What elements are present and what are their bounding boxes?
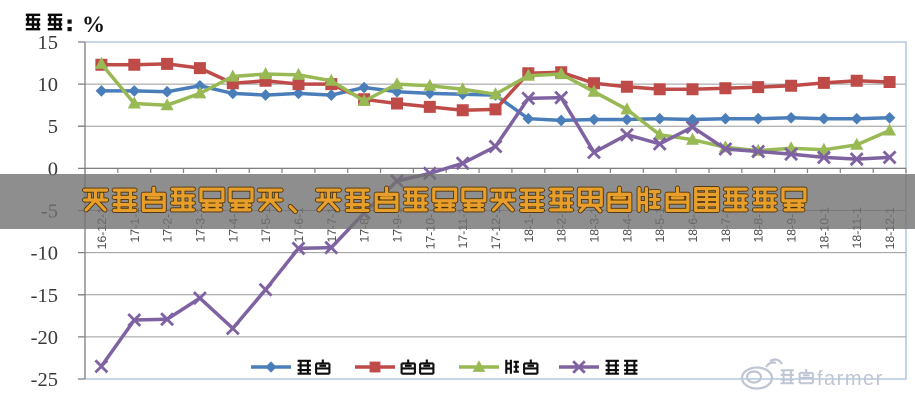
svg-text:-10: -10 [31, 243, 58, 265]
svg-text:15: 15 [38, 32, 59, 54]
svg-text:0: 0 [48, 158, 58, 180]
svg-text:farmer: farmer [817, 368, 884, 390]
svg-text:%: % [82, 12, 105, 37]
svg-text:10: 10 [38, 74, 59, 96]
svg-text:-20: -20 [31, 327, 58, 349]
svg-text:-25: -25 [31, 369, 58, 391]
svg-text:5: 5 [48, 116, 58, 138]
svg-text:-15: -15 [31, 285, 58, 307]
